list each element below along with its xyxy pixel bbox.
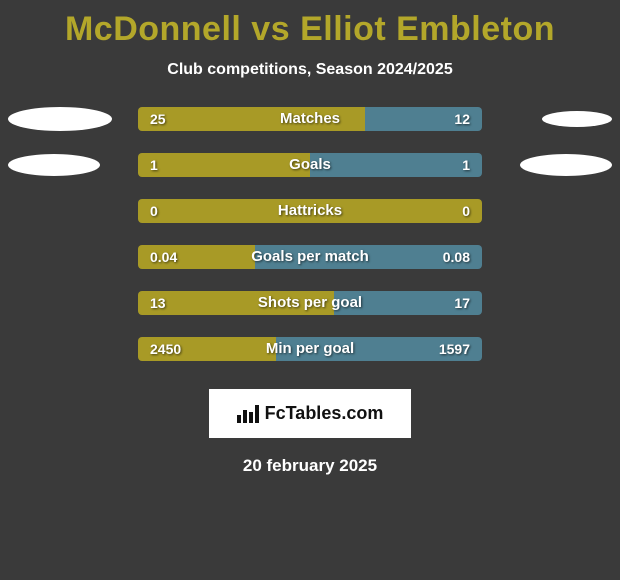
left-value: 13 — [138, 291, 178, 315]
stat-label: Hattricks — [278, 199, 342, 223]
right-value: 12 — [442, 107, 482, 131]
right-ellipse — [520, 154, 612, 176]
left-value: 1 — [138, 153, 170, 177]
stat-label: Shots per goal — [258, 291, 362, 315]
left-value: 0 — [138, 199, 170, 223]
stat-row: 25 12 Matches — [0, 107, 620, 131]
left-value: 0.04 — [138, 245, 189, 269]
right-value: 1 — [450, 153, 482, 177]
right-value: 1597 — [427, 337, 482, 361]
fctables-logo: FcTables.com — [209, 389, 412, 438]
right-value: 0.08 — [431, 245, 482, 269]
left-ellipse — [8, 154, 100, 176]
stat-label: Min per goal — [266, 337, 354, 361]
left-ellipse — [8, 107, 112, 131]
subtitle: Club competitions, Season 2024/2025 — [0, 61, 620, 79]
stat-row: 2450 1597 Min per goal — [0, 337, 620, 361]
stat-label: Goals per match — [251, 245, 369, 269]
page-title: McDonnell vs Elliot Embleton — [0, 10, 620, 49]
comparison-card: McDonnell vs Elliot Embleton Club compet… — [0, 0, 620, 476]
logo-text: FcTables.com — [265, 403, 384, 423]
date-text: 20 february 2025 — [0, 456, 620, 476]
stat-row: 0 0 Hattricks — [0, 199, 620, 223]
stat-label: Goals — [289, 153, 331, 177]
right-value: 17 — [442, 291, 482, 315]
stat-row: 1 1 Goals — [0, 153, 620, 177]
stat-row: 13 17 Shots per goal — [0, 291, 620, 315]
stat-row: 0.04 0.08 Goals per match — [0, 245, 620, 269]
stats-rows: 25 12 Matches 1 1 Goals 0 0 Hattricks 0.04 0.08 Goa… — [0, 107, 620, 361]
bars-icon — [237, 405, 259, 423]
left-value: 25 — [138, 107, 178, 131]
right-value: 0 — [450, 199, 482, 223]
left-value: 2450 — [138, 337, 193, 361]
stat-label: Matches — [280, 107, 340, 131]
right-ellipse — [542, 111, 612, 127]
